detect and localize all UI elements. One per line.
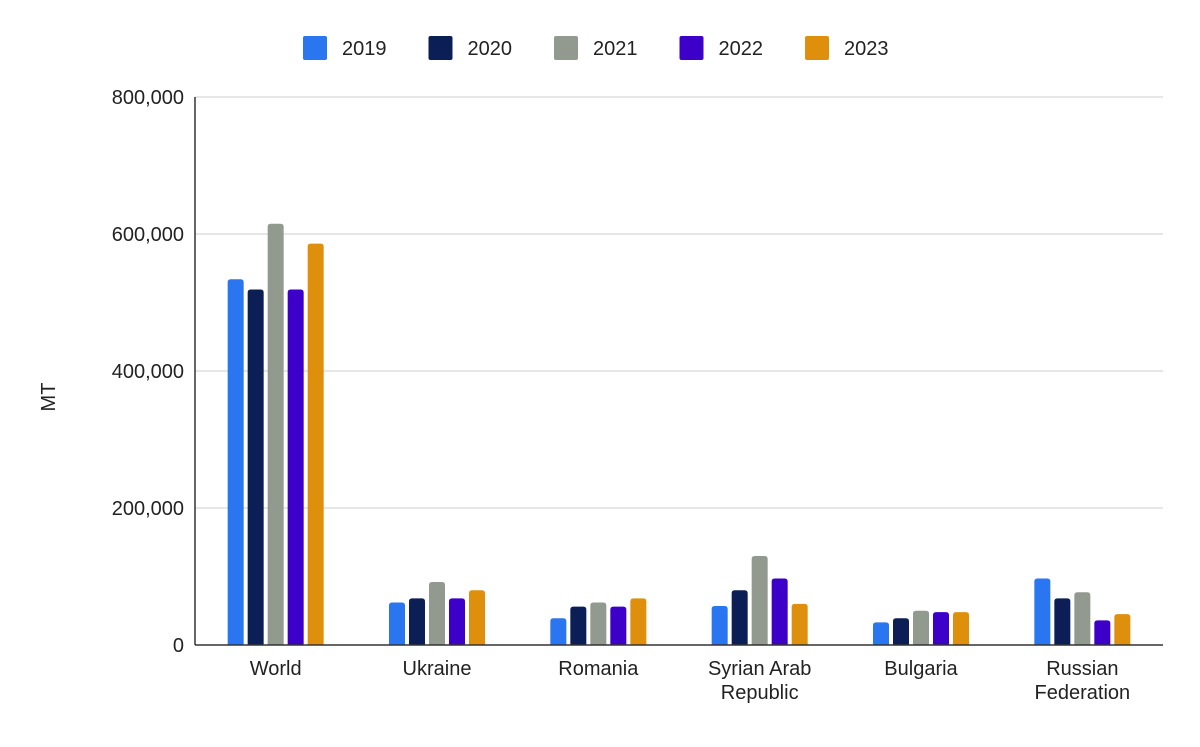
bar-2022	[287, 289, 304, 645]
y-axis-tick-labels: 0 200,000 400,000 600,000 800,000	[112, 87, 184, 657]
bar-2023	[1114, 614, 1131, 645]
bar-2020	[731, 590, 748, 645]
bar-2021	[590, 602, 607, 645]
bar-2019	[1034, 578, 1051, 645]
legend-item-2020: 2020	[428, 36, 513, 60]
y-tick-label: 600,000	[112, 224, 184, 246]
legend-item-2023: 2023	[805, 36, 889, 60]
bar-2019	[711, 605, 728, 645]
bar-2022	[449, 598, 465, 645]
legend-swatch	[428, 36, 453, 60]
x-category-label: Bulgaria	[884, 658, 958, 680]
bar-2023	[630, 598, 647, 645]
legend-swatch	[303, 36, 327, 60]
legend-swatch	[805, 36, 829, 60]
bar-2020	[570, 606, 587, 645]
legend: 2019 2020 2021 2022 2023	[303, 36, 889, 60]
legend-label: 2021	[593, 38, 638, 60]
bar-2022	[771, 578, 788, 645]
bar-2020	[1054, 598, 1071, 645]
gridlines	[195, 96, 1163, 509]
bar-2019	[227, 279, 244, 645]
legend-label: 2022	[719, 38, 764, 60]
bar-2023	[469, 590, 485, 645]
x-category-label: Russian Federation	[1035, 658, 1131, 704]
bar-2022	[610, 606, 627, 645]
bar-2019	[389, 602, 405, 645]
x-category-label: Syrian Arab Republic	[708, 658, 811, 704]
x-category-label: World	[250, 658, 302, 680]
bar-2023	[791, 603, 808, 645]
legend-label: 2019	[342, 38, 387, 60]
legend-item-2019: 2019	[303, 36, 387, 60]
x-category-label: Ukraine	[403, 658, 472, 680]
bar-2019	[550, 618, 567, 645]
bar-2020	[893, 618, 909, 645]
y-axis-title: MT	[38, 383, 60, 412]
bar-2023	[307, 243, 324, 645]
y-tick-label: 800,000	[112, 87, 184, 109]
bar-2019	[873, 622, 889, 645]
bar-2023	[953, 612, 969, 645]
bar-2021	[1074, 592, 1091, 645]
bar-2021	[751, 555, 768, 645]
legend-item-2021: 2021	[554, 36, 638, 60]
legend-item-2022: 2022	[679, 36, 764, 60]
bar-2022	[933, 612, 949, 645]
bar-2022	[1094, 620, 1111, 645]
bar-2020	[247, 289, 264, 645]
bar-2021	[267, 223, 284, 645]
legend-label: 2023	[844, 38, 889, 60]
legend-swatch	[679, 36, 704, 60]
y-tick-label: 400,000	[112, 361, 184, 383]
x-axis-category-labels: World Ukraine Romania Syrian Arab Republic Bu…	[250, 658, 1130, 704]
bar-2020	[409, 598, 425, 645]
bar-2021	[429, 581, 445, 645]
x-category-label: Romania	[558, 658, 639, 680]
bar-2021	[913, 610, 929, 645]
legend-label: 2020	[468, 38, 513, 60]
bars	[227, 223, 1131, 645]
legend-swatch	[554, 36, 578, 60]
y-tick-label: 200,000	[112, 498, 184, 520]
y-tick-label: 0	[173, 635, 184, 657]
